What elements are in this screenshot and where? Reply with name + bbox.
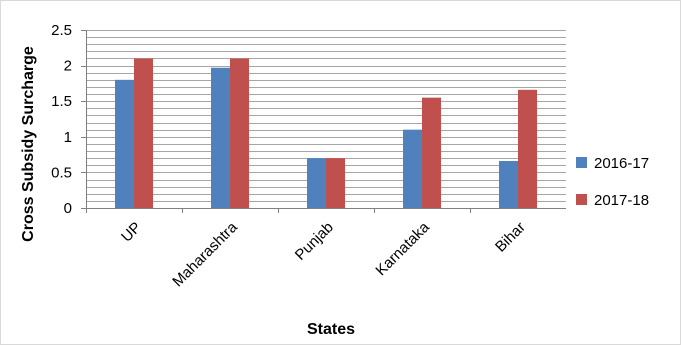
bar-2017-18-Bihar bbox=[518, 89, 537, 208]
y-tick-labels: 0 0.5 1 1.5 2 2.5 bbox=[51, 22, 86, 217]
y-tick-label: 0.5 bbox=[51, 164, 72, 181]
legend-swatch bbox=[576, 157, 587, 168]
bar-series bbox=[115, 58, 537, 209]
bar-2016-17-UP bbox=[115, 79, 134, 208]
legend: 2016-17 2017-18 bbox=[576, 155, 649, 209]
legend-swatch bbox=[576, 194, 587, 205]
y-tick-label: 1.5 bbox=[51, 93, 72, 110]
bar-2017-18-Punjab bbox=[326, 158, 345, 208]
x-tick-label: Punjab bbox=[292, 219, 337, 264]
x-tick-label: Maharashtra bbox=[169, 218, 241, 290]
x-tick-label: UP bbox=[118, 219, 145, 246]
x-axis-title: States bbox=[307, 321, 355, 338]
bar-2017-18-UP bbox=[134, 58, 153, 209]
y-tick-label: 0 bbox=[64, 200, 72, 217]
x-tick-label: Bihar bbox=[492, 219, 529, 256]
x-tick-label: Karnataka bbox=[372, 218, 433, 279]
y-tick-label: 2 bbox=[64, 58, 72, 75]
y-tick-label: 1 bbox=[64, 129, 72, 146]
bar-2016-17-Punjab bbox=[307, 158, 326, 208]
legend-label: 2017-18 bbox=[594, 192, 649, 209]
bar-2017-18-Karnataka bbox=[422, 97, 441, 208]
bar-2016-17-Maharashtra bbox=[211, 67, 230, 209]
x-tick-labels: UP Maharashtra Punjab Karnataka Bihar bbox=[86, 208, 529, 290]
bar-2016-17-Karnataka bbox=[403, 129, 422, 208]
legend-label: 2016-17 bbox=[594, 155, 649, 172]
bar-2017-18-Maharashtra bbox=[230, 58, 249, 209]
y-tick-label: 2.5 bbox=[51, 22, 72, 39]
bar-2016-17-Bihar bbox=[499, 161, 518, 208]
y-axis-title: Cross Subsidy Surcharge bbox=[20, 46, 37, 242]
